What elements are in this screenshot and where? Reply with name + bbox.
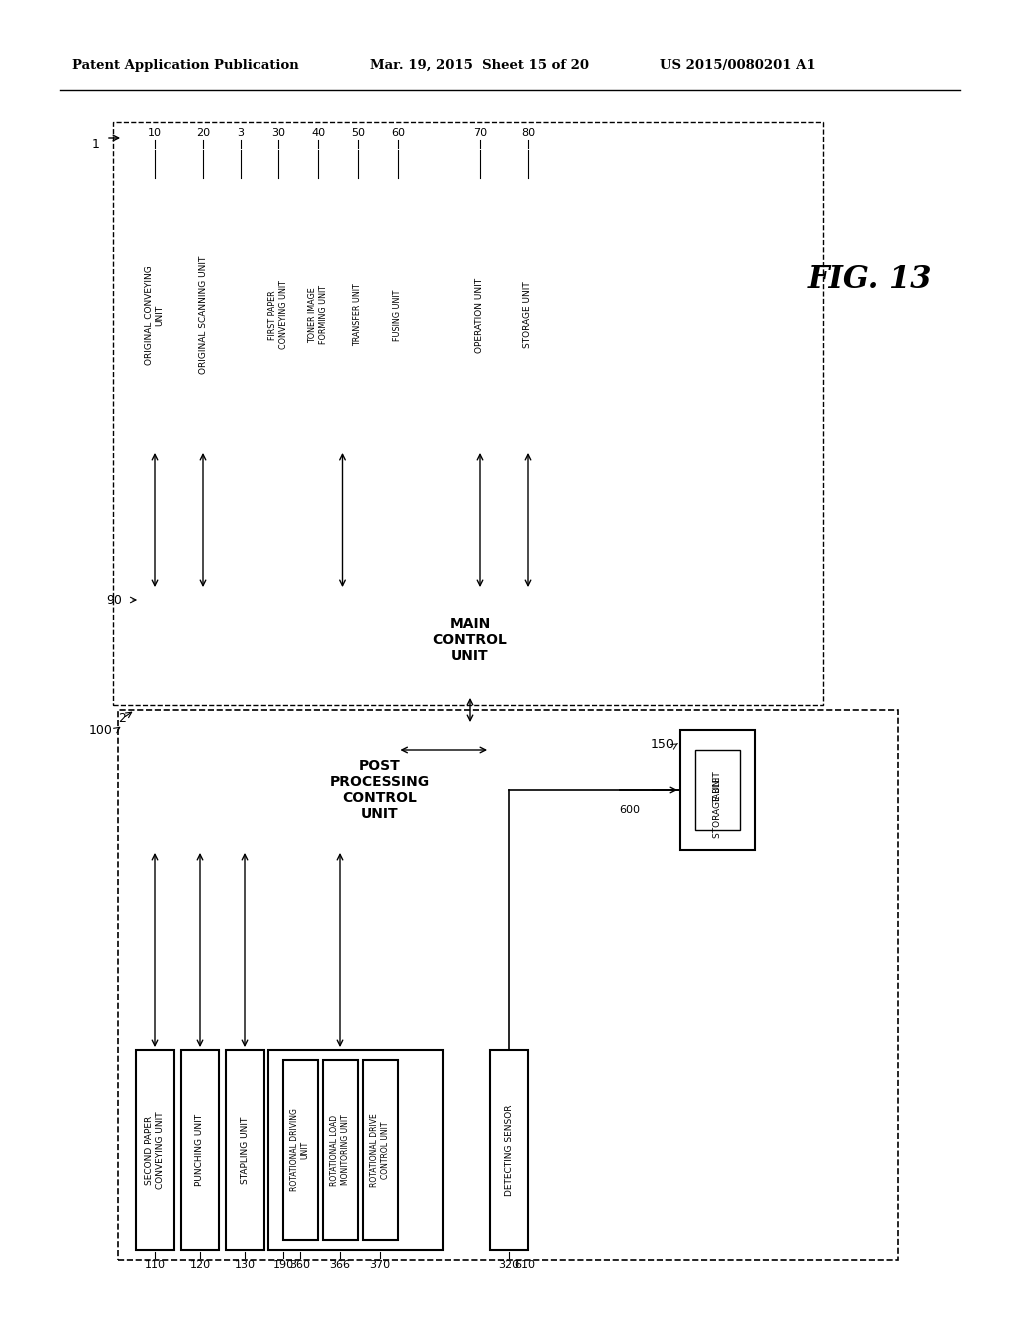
FancyBboxPatch shape bbox=[341, 190, 376, 440]
Text: 20: 20 bbox=[196, 128, 210, 139]
Text: 110: 110 bbox=[144, 1261, 166, 1270]
Bar bbox=[113, 121, 823, 705]
Text: STAPLING UNIT: STAPLING UNIT bbox=[241, 1117, 250, 1184]
Text: TONER IMAGE
FORMING UNIT: TONER IMAGE FORMING UNIT bbox=[308, 285, 328, 345]
Text: 600: 600 bbox=[620, 805, 640, 814]
Text: 100: 100 bbox=[89, 723, 113, 737]
Text: 30: 30 bbox=[271, 128, 285, 139]
Text: 60: 60 bbox=[391, 128, 406, 139]
FancyBboxPatch shape bbox=[255, 180, 430, 450]
Text: ORIGINAL CONVEYING
UNIT: ORIGINAL CONVEYING UNIT bbox=[145, 265, 165, 364]
Text: STORAGE UNIT: STORAGE UNIT bbox=[523, 281, 532, 348]
Text: ROTATIONAL LOAD
MONITORING UNIT: ROTATIONAL LOAD MONITORING UNIT bbox=[331, 1114, 350, 1185]
FancyBboxPatch shape bbox=[184, 180, 222, 450]
FancyBboxPatch shape bbox=[268, 1049, 443, 1250]
FancyBboxPatch shape bbox=[323, 1060, 357, 1239]
Text: 120: 120 bbox=[189, 1261, 211, 1270]
FancyBboxPatch shape bbox=[300, 190, 336, 440]
Bar bbox=[118, 710, 898, 1261]
Text: 360: 360 bbox=[290, 1261, 310, 1270]
Text: ORIGINAL SCANNING UNIT: ORIGINAL SCANNING UNIT bbox=[199, 256, 208, 374]
Text: US 2015/0080201 A1: US 2015/0080201 A1 bbox=[660, 58, 816, 71]
Text: 2: 2 bbox=[118, 711, 126, 725]
FancyBboxPatch shape bbox=[461, 180, 499, 450]
Text: 40: 40 bbox=[311, 128, 325, 139]
Text: SECOND PAPER
CONVEYING UNIT: SECOND PAPER CONVEYING UNIT bbox=[145, 1111, 165, 1189]
FancyBboxPatch shape bbox=[680, 730, 755, 850]
Text: 370: 370 bbox=[370, 1261, 390, 1270]
FancyBboxPatch shape bbox=[283, 1060, 317, 1239]
FancyBboxPatch shape bbox=[140, 730, 620, 850]
Text: ROTATIONAL DRIVE
CONTROL UNIT: ROTATIONAL DRIVE CONTROL UNIT bbox=[371, 1113, 390, 1187]
FancyBboxPatch shape bbox=[695, 750, 740, 830]
Text: TRANSFER UNIT: TRANSFER UNIT bbox=[353, 284, 362, 346]
Text: POST
PROCESSING
CONTROL
UNIT: POST PROCESSING CONTROL UNIT bbox=[330, 759, 430, 821]
Text: 320: 320 bbox=[499, 1261, 519, 1270]
FancyBboxPatch shape bbox=[509, 180, 547, 450]
Text: MAIN
CONTROL
UNIT: MAIN CONTROL UNIT bbox=[432, 616, 508, 663]
FancyBboxPatch shape bbox=[226, 1049, 264, 1250]
Text: FIRST PAPER
CONVEYING UNIT: FIRST PAPER CONVEYING UNIT bbox=[268, 281, 288, 350]
Text: 70: 70 bbox=[473, 128, 487, 139]
Text: STORAGE UNIT: STORAGE UNIT bbox=[713, 772, 722, 838]
FancyBboxPatch shape bbox=[381, 190, 416, 440]
FancyBboxPatch shape bbox=[136, 1049, 174, 1250]
Text: 366: 366 bbox=[330, 1261, 350, 1270]
Text: TABLE: TABLE bbox=[713, 777, 722, 803]
Text: ROTATIONAL DRIVING
UNIT: ROTATIONAL DRIVING UNIT bbox=[290, 1109, 309, 1192]
Text: 1: 1 bbox=[92, 139, 100, 152]
Text: FUSING UNIT: FUSING UNIT bbox=[393, 289, 402, 341]
FancyBboxPatch shape bbox=[362, 1060, 397, 1239]
Text: 50: 50 bbox=[351, 128, 365, 139]
FancyBboxPatch shape bbox=[181, 1049, 219, 1250]
Text: Patent Application Publication: Patent Application Publication bbox=[72, 58, 299, 71]
Text: 3: 3 bbox=[238, 128, 245, 139]
FancyBboxPatch shape bbox=[260, 190, 296, 440]
Text: Mar. 19, 2015  Sheet 15 of 20: Mar. 19, 2015 Sheet 15 of 20 bbox=[370, 58, 589, 71]
Text: 150: 150 bbox=[651, 738, 675, 751]
Text: OPERATION UNIT: OPERATION UNIT bbox=[475, 277, 484, 352]
FancyBboxPatch shape bbox=[140, 590, 800, 690]
Text: FIG. 13: FIG. 13 bbox=[808, 264, 932, 296]
Text: 610: 610 bbox=[514, 1261, 535, 1270]
FancyBboxPatch shape bbox=[136, 180, 174, 450]
Text: DETECTING SENSOR: DETECTING SENSOR bbox=[505, 1105, 513, 1196]
Text: 130: 130 bbox=[234, 1261, 256, 1270]
Text: 10: 10 bbox=[148, 128, 162, 139]
Text: 190: 190 bbox=[272, 1261, 294, 1270]
FancyBboxPatch shape bbox=[490, 1049, 528, 1250]
Bar bbox=[118, 129, 818, 560]
Text: 80: 80 bbox=[521, 128, 536, 139]
Text: 90: 90 bbox=[106, 594, 122, 606]
Text: PUNCHING UNIT: PUNCHING UNIT bbox=[196, 1114, 205, 1187]
